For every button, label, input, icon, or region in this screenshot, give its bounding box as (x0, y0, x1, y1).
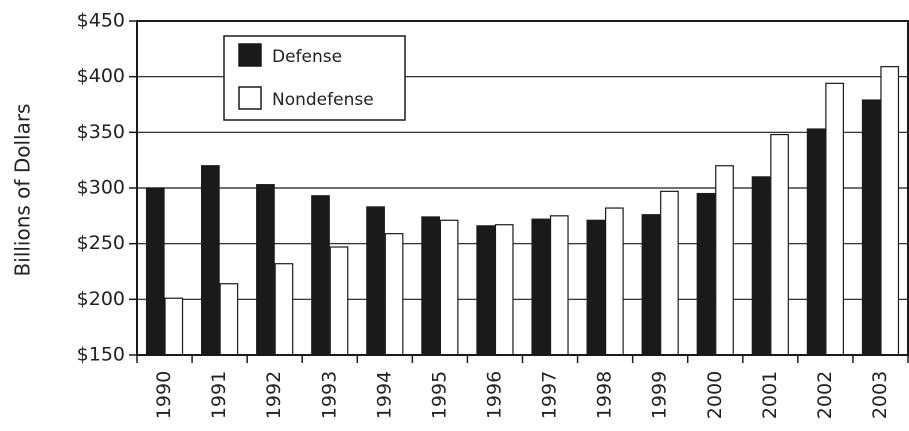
bar-nondefense-1996 (494, 224, 514, 356)
bar-nondefense-1993 (329, 246, 349, 356)
bar-defense-1996 (476, 225, 496, 356)
bar-defense-2000 (696, 192, 716, 356)
x-tick-label-1999: 1999 (649, 371, 671, 419)
x-tick-label-1998: 1998 (594, 371, 616, 419)
x-tick-label-1996: 1996 (483, 371, 505, 419)
y-tick-label: $250 (77, 232, 125, 254)
y-axis-title: Billions of Dollars (11, 104, 35, 277)
bar-nondefense-1992 (274, 263, 294, 356)
bar-defense-2003 (861, 99, 881, 356)
bar-defense-1994 (366, 206, 385, 356)
legend: Defense Nondefense (223, 35, 406, 121)
legend-swatch-nondefense (238, 86, 262, 110)
legend-swatch-defense (238, 43, 262, 67)
bar-nondefense-1997 (549, 215, 569, 356)
x-tick-label-1993: 1993 (318, 371, 340, 419)
bar-nondefense-1995 (439, 219, 459, 356)
bar-defense-1995 (421, 216, 440, 356)
x-tick-label-2000: 2000 (704, 371, 726, 419)
legend-label-nondefense: Nondefense (272, 90, 374, 110)
bar-defense-1990 (145, 187, 165, 356)
y-tick-label: $300 (77, 177, 125, 199)
x-tick-label-2002: 2002 (814, 371, 836, 419)
bar-nondefense-1990 (164, 297, 184, 356)
bar-defense-2001 (751, 176, 771, 356)
y-axis: $150 $200 $250 $300 $350 $400 $450 (77, 10, 137, 366)
x-tick-label-1994: 1994 (373, 371, 395, 419)
x-tick-label-2003: 2003 (869, 371, 891, 419)
bar-defense-1998 (586, 219, 606, 356)
bar-nondefense-1994 (384, 233, 404, 356)
y-tick-label: $400 (77, 65, 125, 87)
y-tick-label: $150 (77, 344, 125, 366)
bar-nondefense-2000 (715, 165, 734, 356)
bar-nondefense-1991 (219, 283, 239, 356)
x-tick-label-2001: 2001 (759, 371, 781, 419)
bar-defense-1992 (256, 184, 275, 356)
x-tick-label-1991: 1991 (208, 371, 230, 419)
x-tick-label-1995: 1995 (428, 371, 450, 419)
y-tick-label: $450 (77, 10, 125, 32)
x-tick-label-1990: 1990 (153, 371, 175, 419)
legend-label-defense: Defense (272, 47, 342, 67)
bar-nondefense-2002 (825, 82, 844, 356)
bar-defense-1993 (311, 195, 330, 356)
y-tick-label: $350 (77, 121, 125, 143)
bars (145, 66, 900, 356)
x-axis: 1990 1991 1992 1993 1994 1995 1996 1997 1998 1999… (136, 355, 909, 419)
bar-nondefense-2003 (880, 66, 900, 356)
bar-nondefense-1999 (660, 190, 679, 356)
bar-defense-1991 (201, 165, 220, 356)
bar-defense-1999 (641, 214, 661, 356)
bar-nondefense-1998 (605, 207, 624, 356)
bar-defense-1997 (531, 218, 551, 356)
x-tick-label-1997: 1997 (539, 371, 561, 419)
bar-nondefense-2001 (770, 133, 789, 356)
bar-defense-2002 (806, 128, 826, 356)
y-tick-label: $200 (77, 288, 125, 310)
x-tick-label-1992: 1992 (263, 371, 285, 419)
